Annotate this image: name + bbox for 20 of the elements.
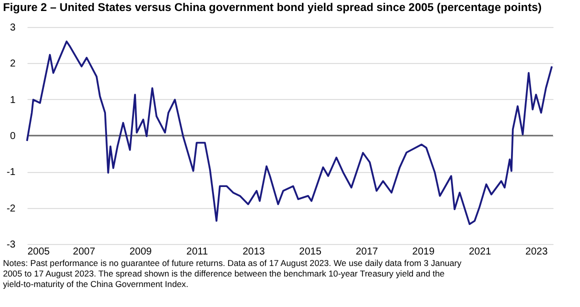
x-tick-label: 2007 — [72, 246, 96, 258]
y-tick-label: 1 — [10, 94, 16, 106]
chart-title: Figure 2 – United States versus China government bond yield spread since 2005 (percentage points) — [3, 2, 542, 14]
line-series — [26, 40, 553, 226]
y-tick-label: -1 — [6, 167, 16, 178]
y-tick-label: -2 — [6, 203, 16, 214]
y-tick-label: 2 — [10, 58, 16, 70]
x-tick-label: 2015 — [299, 246, 322, 258]
x-tick-label: 2023 — [525, 246, 548, 258]
x-tick-label: 2009 — [129, 246, 152, 258]
y-tick-label: -3 — [6, 240, 16, 250]
x-tick-label: 2011 — [186, 246, 208, 258]
x-tick-label: 2021 — [468, 246, 492, 258]
x-tick-label: 2013 — [242, 246, 266, 258]
y-tick-label: 0 — [10, 131, 16, 142]
text: Notes: Past performance is no guarantee of future returns. Data as of 17 August 2023. We use daily data from 3 January 2005 to 17 August 2023. The spread shown is the difference between the benchmark 10-year Treasury yield and the yield-to-maturity of the China Government Index. — [3, 258, 462, 289]
y-tick-label: 3 — [10, 22, 16, 34]
x-tick-label: 2005 — [28, 246, 50, 258]
x-tick-label: 2017 — [356, 246, 378, 258]
x-tick-label: 2019 — [412, 246, 435, 258]
